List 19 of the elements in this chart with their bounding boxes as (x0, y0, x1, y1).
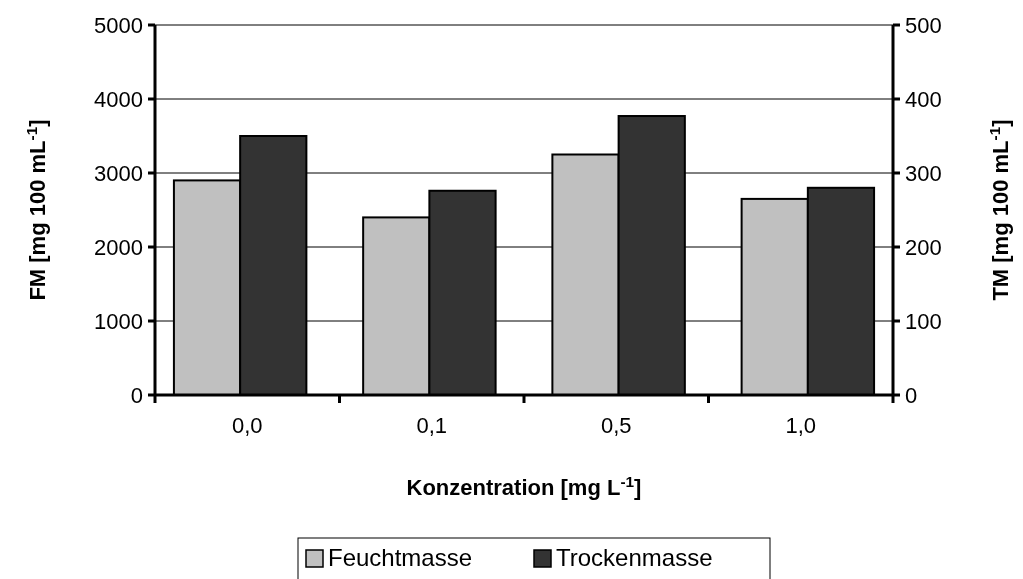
x-tick-label: 0,0 (231, 413, 263, 438)
y2-tick-label: 500 (905, 12, 942, 38)
y-tick-label: 4000 (94, 86, 143, 112)
x-tick-label: 1,0 (785, 413, 817, 438)
x-axis-title: Konzentration [mg L$^{-1}$] (406, 472, 642, 500)
y2-tick-label: 0 (905, 382, 918, 408)
x-tick-label: 0,1 (416, 413, 448, 438)
y2-tick-label: 100 (905, 308, 942, 334)
y2-tick-label: 300 (905, 160, 942, 186)
y-tick-label: 5000 (94, 12, 143, 38)
x-tick-label: 0,5 (600, 413, 632, 438)
legend-label: Trockenmasse (556, 544, 713, 572)
y-tick-label: 3000 (94, 160, 143, 186)
legend-label: Feuchtmasse (328, 544, 473, 572)
y-tick-label: 2000 (94, 234, 143, 260)
y2-tick-label: 200 (905, 234, 942, 260)
y2-tick-label: 400 (905, 86, 942, 112)
y-tick-label: 0 (130, 382, 143, 408)
y-tick-label: 1000 (94, 308, 143, 334)
